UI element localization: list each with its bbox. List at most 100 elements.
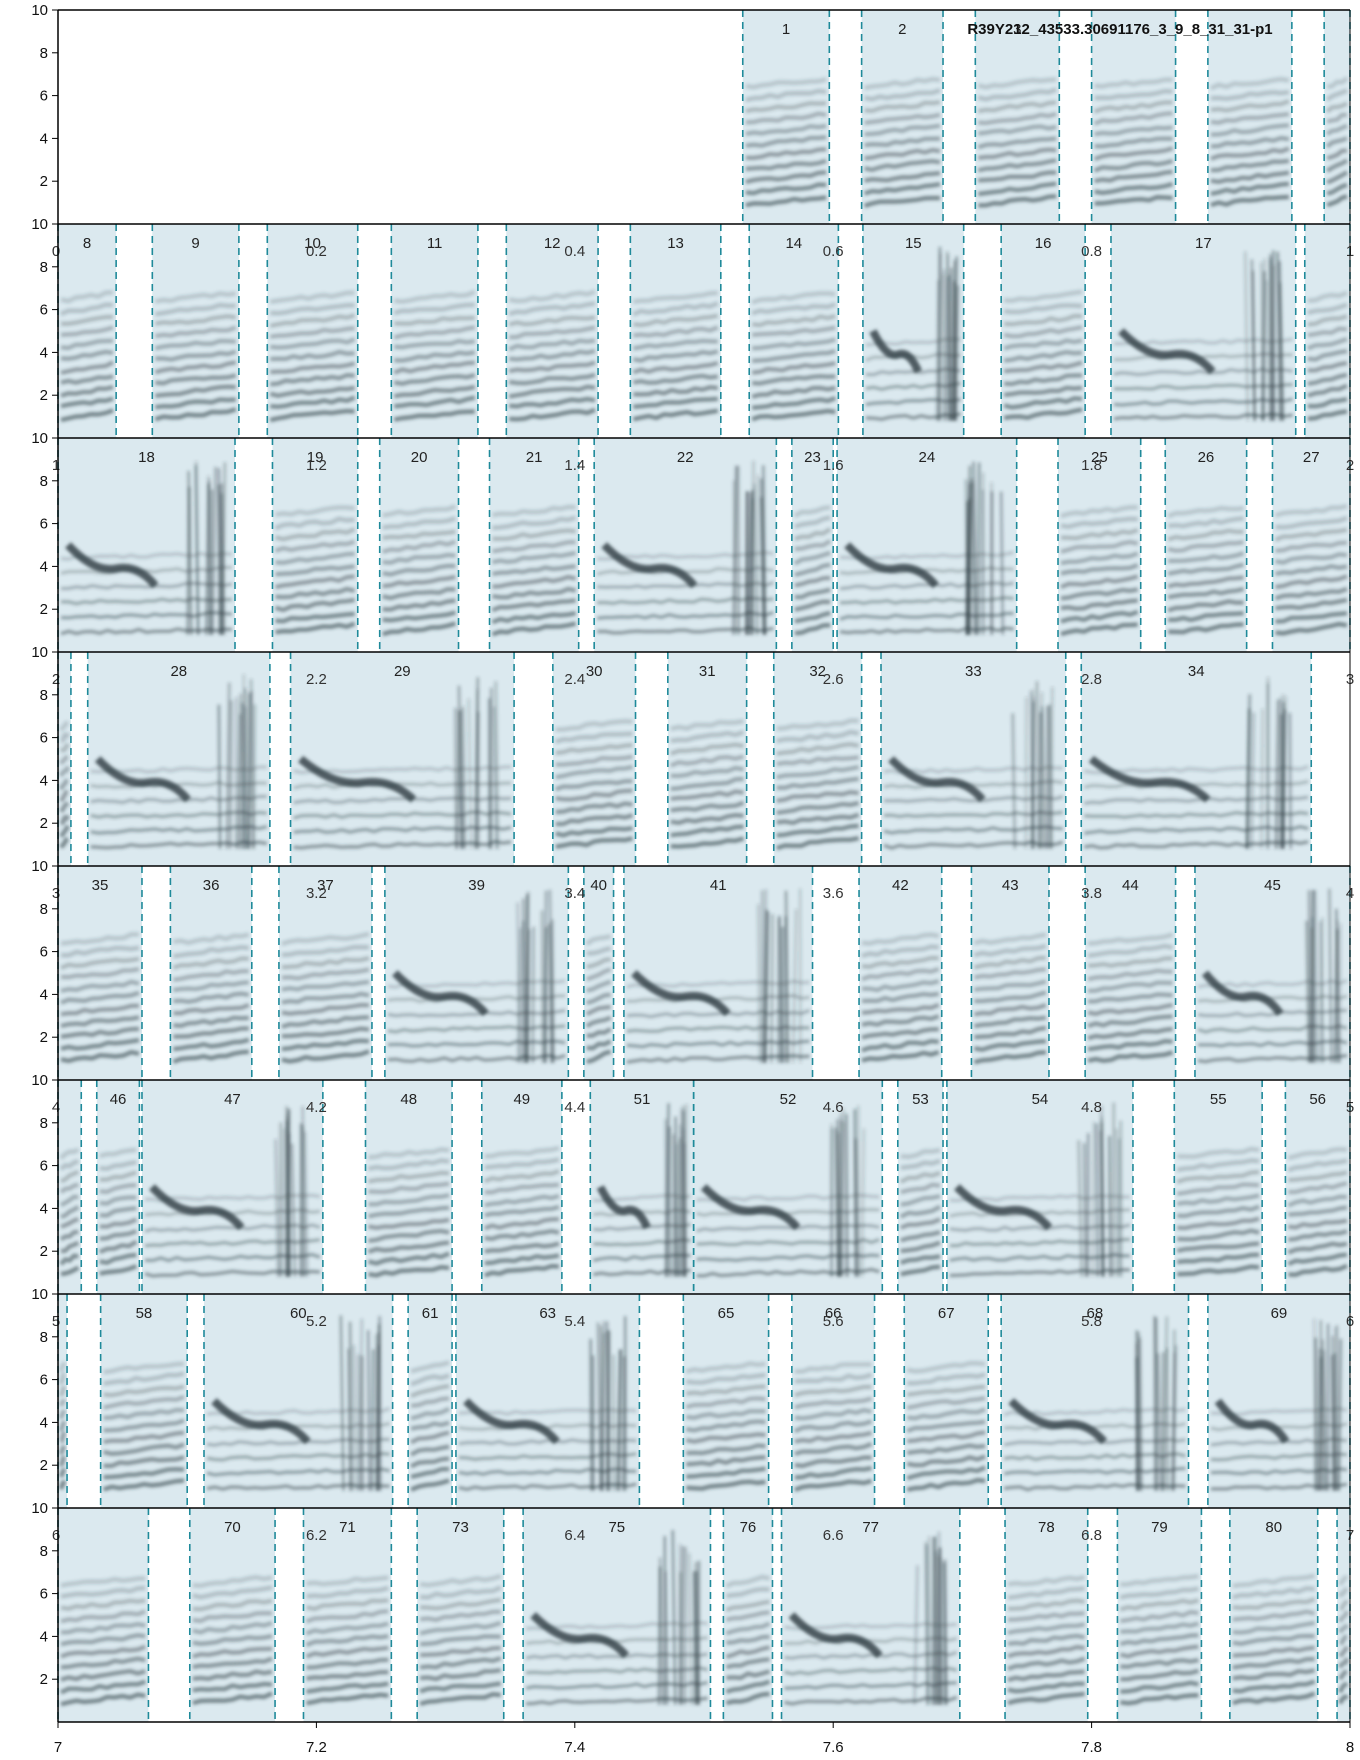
- y-tick-label: 6: [40, 944, 48, 961]
- time-tick-label: 1.6: [823, 457, 844, 474]
- y-tick-label: 2: [40, 387, 48, 404]
- segment-label: 78: [1038, 1519, 1055, 1536]
- y-tick-label: 2: [40, 601, 48, 618]
- segment-label: 20: [411, 449, 428, 466]
- segment-label: 11: [427, 235, 443, 252]
- segment-label: 26: [1198, 449, 1215, 466]
- segment-label: 65: [718, 1305, 735, 1322]
- y-tick-label: 8: [40, 687, 48, 704]
- segment-label: 49: [513, 1091, 530, 1108]
- segment-label: 66: [825, 1305, 842, 1322]
- segment-label: 27: [1303, 449, 1320, 466]
- y-tick-label: 6: [40, 516, 48, 533]
- segment-label: 42: [892, 877, 909, 894]
- y-tick-label: 8: [40, 1329, 48, 1346]
- time-tick-label: 0.6: [823, 243, 844, 260]
- segment-label: 39: [468, 877, 485, 894]
- time-tick-label: 2.8: [1081, 671, 1102, 688]
- segment-label: 8: [83, 235, 91, 252]
- time-tick-label: 4.6: [823, 1099, 844, 1116]
- segment-label: 61: [422, 1305, 439, 1322]
- x-tick-label: 7.2: [306, 1739, 327, 1756]
- segment-label: 40: [590, 877, 607, 894]
- y-tick-label: 4: [40, 772, 48, 789]
- y-tick-label: 10: [31, 1500, 48, 1517]
- time-tick-label: 5.4: [564, 1313, 585, 1330]
- segment-label: 32: [809, 663, 826, 680]
- segment-label: 71: [339, 1519, 356, 1536]
- segment-label: 54: [1032, 1091, 1049, 1108]
- segment-label: 46: [110, 1091, 127, 1108]
- segment-label: 1: [782, 21, 790, 38]
- time-tick-label: 2.2: [306, 671, 327, 688]
- time-tick-label: 1.4: [564, 457, 585, 474]
- segment-label: 2: [898, 21, 906, 38]
- segment-label: 25: [1091, 449, 1108, 466]
- segment-label: 47: [224, 1091, 241, 1108]
- y-tick-label: 4: [40, 344, 48, 361]
- x-tick-label: 8: [1346, 1739, 1354, 1756]
- spectrogram-ink: [59, 1102, 1348, 1278]
- segment-label: 34: [1188, 663, 1205, 680]
- time-tick-label: 5.8: [1081, 1313, 1102, 1330]
- y-tick-label: 2: [40, 1671, 48, 1688]
- segment-label: 48: [400, 1091, 417, 1108]
- time-tick-label: 1.8: [1081, 457, 1102, 474]
- y-tick-label: 6: [40, 730, 48, 747]
- time-tick-label: 3.8: [1081, 885, 1102, 902]
- segment-label: 10: [304, 235, 321, 252]
- time-tick-label: 2: [52, 671, 60, 688]
- segment-label: 17: [1195, 235, 1212, 252]
- segment-label: 29: [394, 663, 411, 680]
- time-tick-label: 0.4: [564, 243, 585, 260]
- segment-label: 80: [1265, 1519, 1282, 1536]
- segment-label: 52: [780, 1091, 797, 1108]
- segment-label: 9: [191, 235, 199, 252]
- segment-label: 45: [1264, 877, 1281, 894]
- y-tick-label: 2: [40, 1243, 48, 1260]
- segment-label: 69: [1271, 1305, 1288, 1322]
- y-tick-label: 10: [31, 216, 48, 233]
- spectrogram-ink: [60, 888, 1348, 1065]
- time-tick-label: 6.8: [1081, 1527, 1102, 1544]
- time-tick-label: 4: [52, 1099, 60, 1116]
- time-tick-label: 2.4: [564, 671, 585, 688]
- segment-label: 13: [667, 235, 684, 252]
- segment-label: 76: [740, 1519, 757, 1536]
- spectrogram-row-1: 1 2 3 2 4 6 8 10: [31, 2, 1351, 224]
- segment-label: 68: [1086, 1305, 1103, 1322]
- segment-region: [203, 1294, 393, 1508]
- y-tick-label: 10: [31, 430, 48, 447]
- y-tick-label: 8: [40, 1543, 48, 1560]
- y-tick-label: 6: [40, 302, 48, 319]
- time-tick-label: 6.2: [306, 1527, 327, 1544]
- segment-label: 63: [539, 1305, 556, 1322]
- time-tick-label: 6: [52, 1527, 60, 1544]
- time-tick-label: 3.2: [306, 885, 327, 902]
- spectrogram-ink: [58, 674, 1309, 851]
- time-tick-label: 1: [52, 457, 60, 474]
- time-tick-label: 4.8: [1081, 1099, 1102, 1116]
- x-tick-label: 7: [54, 1739, 62, 1756]
- time-tick-label: 6.6: [823, 1527, 844, 1544]
- segment-label: 30: [586, 663, 603, 680]
- y-tick-label: 4: [40, 1200, 48, 1217]
- spectrogram-ink: [60, 460, 1348, 637]
- segment-label: 56: [1309, 1091, 1326, 1108]
- segment-label: 67: [938, 1305, 955, 1322]
- segment-label: 22: [677, 449, 694, 466]
- y-tick-label: 8: [40, 473, 48, 490]
- segment-label: 55: [1210, 1091, 1227, 1108]
- segment-label: 31: [699, 663, 716, 680]
- time-tick-label: 4.4: [564, 1099, 585, 1116]
- y-tick-label: 2: [40, 1457, 48, 1474]
- segment-label: 73: [452, 1519, 469, 1536]
- time-tick-label: 0: [52, 243, 60, 260]
- segment-label: 70: [224, 1519, 241, 1536]
